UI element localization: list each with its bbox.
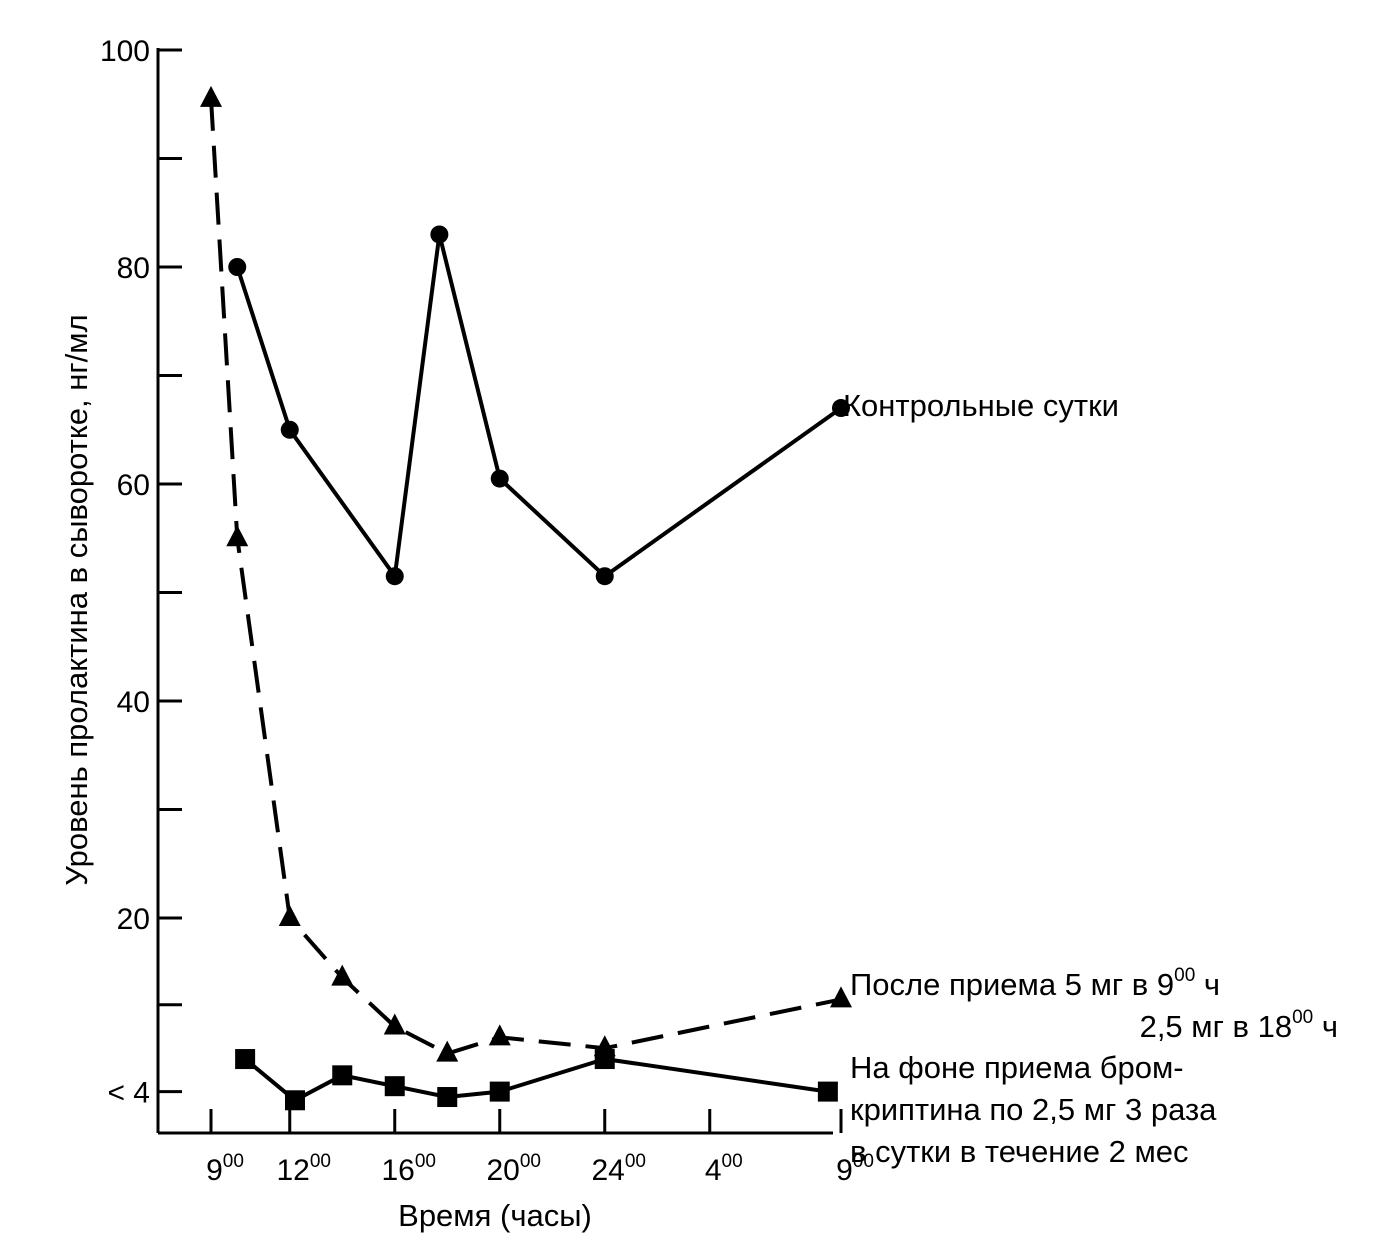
- data-point-triangle: [331, 964, 354, 986]
- series-label-bromocriptine: криптина по 2,5 мг 3 раза: [850, 1092, 1217, 1127]
- data-point-square: [235, 1049, 256, 1070]
- x-tick-label: 2000: [486, 1151, 541, 1187]
- data-point-circle: [430, 225, 449, 244]
- x-tick-label: 1200: [276, 1151, 331, 1187]
- data-point-square: [332, 1065, 353, 1086]
- y-axis-title: Уровень пролактина в сыворотке, нг/мл: [59, 314, 94, 885]
- x-tick-label: 900: [206, 1151, 244, 1187]
- axes: 100 80 60 40 20 < 4 900 1200 1600 2000 2400 400 900: [100, 35, 874, 1187]
- data-point-square: [817, 1081, 838, 1102]
- data-point-circle: [385, 567, 404, 586]
- data-point-circle: [832, 399, 850, 418]
- x-tick-label: 1600: [381, 1151, 436, 1187]
- data-point-square: [594, 1049, 615, 1070]
- plot-area: [200, 85, 852, 1111]
- series-line-circle: [235, 232, 843, 579]
- y-tick-label: 80: [117, 252, 150, 285]
- series-label-bromocriptine: На фоне приема бром-: [850, 1050, 1184, 1085]
- x-axis-title: Время (часы): [398, 1198, 592, 1233]
- data-point-square: [437, 1087, 458, 1108]
- data-point-triangle: [436, 1040, 459, 1062]
- y-tick-label: 60: [117, 469, 150, 502]
- series-label-single-dose: 2,5 мг в 1800 ч: [1140, 1007, 1338, 1044]
- y-tick-label: 20: [117, 903, 150, 936]
- data-point-square: [285, 1090, 305, 1111]
- x-tick-label: 900: [836, 1151, 874, 1187]
- series-label-single-dose: После приема 5 мг в 900 ч: [850, 965, 1220, 1002]
- x-tick-label: 2400: [591, 1151, 646, 1187]
- data-point-triangle: [830, 986, 852, 1008]
- series-label-bromocriptine: в сутки в течение 2 мес: [850, 1134, 1189, 1169]
- labels: Время (часы) Уровень пролактина в сыворот…: [59, 314, 1338, 1233]
- data-point-triangle: [488, 1024, 511, 1046]
- data-point-circle: [595, 567, 614, 586]
- data-point-triangle: [226, 525, 249, 547]
- data-point-square: [489, 1081, 510, 1102]
- data-point-circle: [228, 258, 247, 276]
- y-tick-label: 100: [100, 35, 150, 68]
- data-point-circle: [280, 420, 299, 439]
- data-point-square: [384, 1076, 405, 1097]
- series-label-control: Контрольные сутки: [843, 388, 1119, 423]
- x-tick-label: 400: [705, 1151, 743, 1187]
- data-point-triangle: [383, 1013, 406, 1035]
- y-tick-label: < 4: [107, 1077, 150, 1110]
- data-point-triangle: [278, 905, 301, 926]
- series-line-triangle: [209, 98, 842, 1056]
- data-point-circle: [490, 469, 509, 488]
- data-point-triangle: [200, 85, 222, 107]
- y-tick-label: 40: [117, 686, 150, 719]
